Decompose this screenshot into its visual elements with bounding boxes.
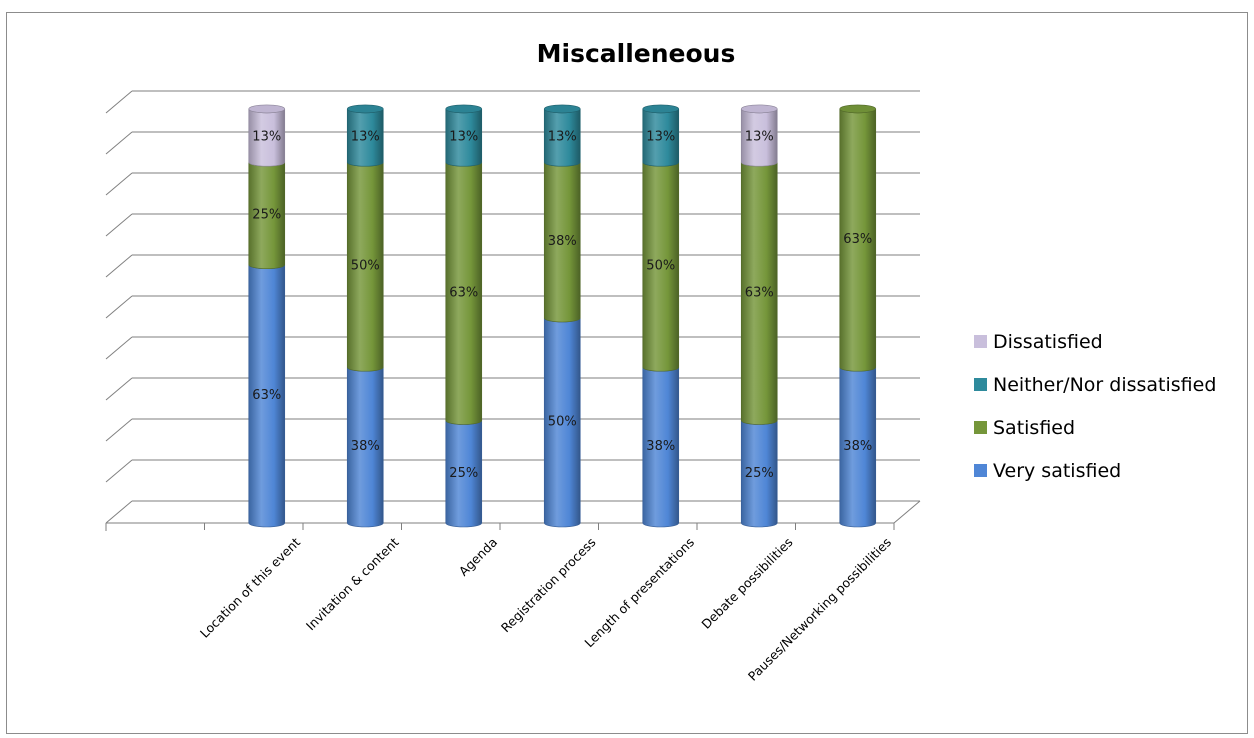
data-label: 13% bbox=[449, 130, 478, 145]
bar-top bbox=[642, 104, 680, 114]
bar-top bbox=[445, 104, 483, 114]
gridline-side bbox=[105, 418, 133, 442]
data-label: 25% bbox=[449, 466, 478, 481]
legend-swatch bbox=[974, 464, 987, 477]
legend-label: Dissatisfied bbox=[993, 331, 1103, 353]
bar-top bbox=[543, 104, 581, 114]
category-label: Registration process bbox=[498, 535, 599, 636]
category-label: Debate possibilities bbox=[698, 535, 795, 632]
data-label: 50% bbox=[646, 259, 675, 274]
bars bbox=[248, 104, 877, 528]
gridline-side bbox=[105, 459, 133, 483]
data-label: 13% bbox=[745, 130, 774, 145]
data-label: 13% bbox=[351, 130, 380, 145]
gridline-side bbox=[105, 131, 133, 155]
gridline-side bbox=[105, 500, 133, 524]
data-label: 63% bbox=[745, 285, 774, 300]
data-label: 50% bbox=[548, 415, 577, 430]
gridline-side bbox=[105, 172, 133, 196]
gridline-side bbox=[105, 90, 133, 114]
data-label: 25% bbox=[745, 466, 774, 481]
data-label: 38% bbox=[843, 439, 872, 454]
floor-right-edge bbox=[893, 500, 921, 524]
gridline-side bbox=[105, 336, 133, 360]
data-label: 63% bbox=[449, 285, 478, 300]
data-label: 38% bbox=[548, 234, 577, 249]
gridlines bbox=[105, 90, 921, 531]
legend-swatch bbox=[974, 421, 987, 434]
data-label: 13% bbox=[646, 130, 675, 145]
data-label: 38% bbox=[351, 439, 380, 454]
gridline-side bbox=[105, 213, 133, 237]
legend: Dissatisfied Neither/Nor dissatisfied Sati… bbox=[974, 331, 1216, 482]
legend-swatch bbox=[974, 335, 987, 348]
data-label: 25% bbox=[252, 207, 281, 222]
bar-top bbox=[346, 104, 384, 114]
gridline-side bbox=[105, 377, 133, 401]
data-label: 63% bbox=[252, 388, 281, 403]
legend-swatch bbox=[974, 378, 987, 391]
gridline-side bbox=[105, 254, 133, 278]
legend-label: Very satisfied bbox=[993, 460, 1121, 482]
legend-label: Neither/Nor dissatisfied bbox=[993, 374, 1216, 396]
category-label: Location of this event bbox=[197, 534, 303, 640]
bar-top bbox=[839, 104, 877, 114]
data-label: 63% bbox=[843, 232, 872, 247]
category-labels: Location of this event Invitation & conte… bbox=[197, 534, 894, 683]
category-label: Length of presentations bbox=[581, 535, 697, 651]
gridline-side bbox=[105, 295, 133, 319]
chart-title: Miscalleneous bbox=[537, 39, 736, 68]
data-labels: 63% 25% 13% 38% 50% 13% 25% 63% 13% 50% 38% 13% 38% 5… bbox=[252, 130, 872, 481]
data-label: 38% bbox=[646, 439, 675, 454]
data-label: 50% bbox=[351, 259, 380, 274]
category-label: Agenda bbox=[456, 535, 500, 579]
data-label: 13% bbox=[252, 130, 281, 145]
bar-top bbox=[248, 104, 286, 114]
bar-top bbox=[740, 104, 778, 114]
legend-label: Satisfied bbox=[993, 417, 1075, 439]
data-label: 13% bbox=[548, 130, 577, 145]
category-label: Invitation & content bbox=[303, 534, 402, 633]
